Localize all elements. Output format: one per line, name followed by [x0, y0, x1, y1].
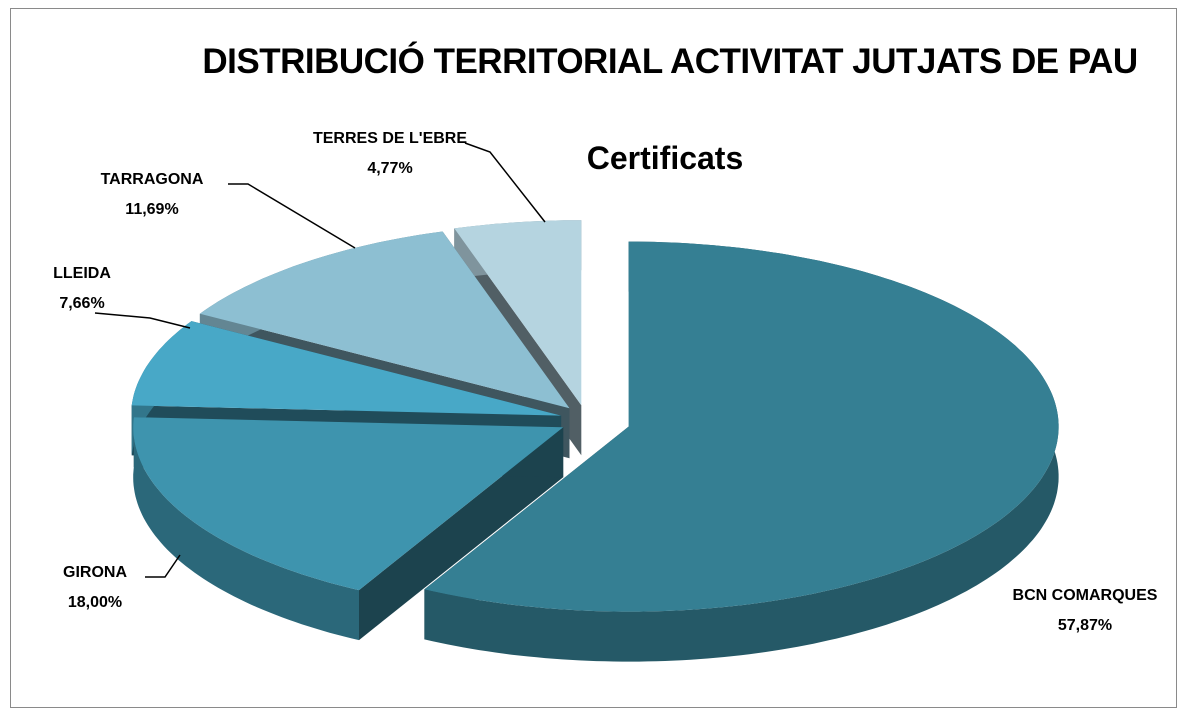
slice-top	[424, 241, 1059, 612]
slice	[424, 241, 1059, 662]
slice-top	[131, 321, 562, 416]
leader-line	[145, 554, 181, 578]
data-label-value: 11,69%	[125, 201, 178, 218]
leader-line	[94, 312, 191, 329]
data-label-name: LLEIDA	[53, 265, 111, 282]
slice	[133, 417, 564, 641]
data-label-value: 7,66%	[59, 295, 104, 312]
slice-top	[199, 231, 570, 409]
chart-subtitle: Certificats	[586, 140, 744, 176]
data-label-name: TARRAGONA	[101, 171, 204, 188]
data-label-name: GIRONA	[63, 564, 127, 581]
chart-frame	[10, 8, 1177, 708]
leader-line	[228, 183, 356, 249]
data-label-name: BCN COMARQUES	[1013, 587, 1158, 604]
slice-side	[133, 417, 359, 641]
data-label-value: 18,00%	[68, 594, 122, 611]
slice-top	[133, 417, 564, 591]
chart-title: DISTRIBUCIÓ TERRITORIAL ACTIVITAT JUTJAT…	[202, 42, 1138, 81]
data-label-value: 57,87%	[1058, 617, 1112, 634]
slice-side	[424, 241, 1059, 662]
leader-line	[464, 142, 546, 223]
slice-top	[454, 220, 582, 406]
data-label-value: 4,77%	[367, 160, 412, 177]
slice-wall	[359, 427, 564, 641]
data-label-name: TERRES DE L'EBRE	[313, 130, 467, 147]
